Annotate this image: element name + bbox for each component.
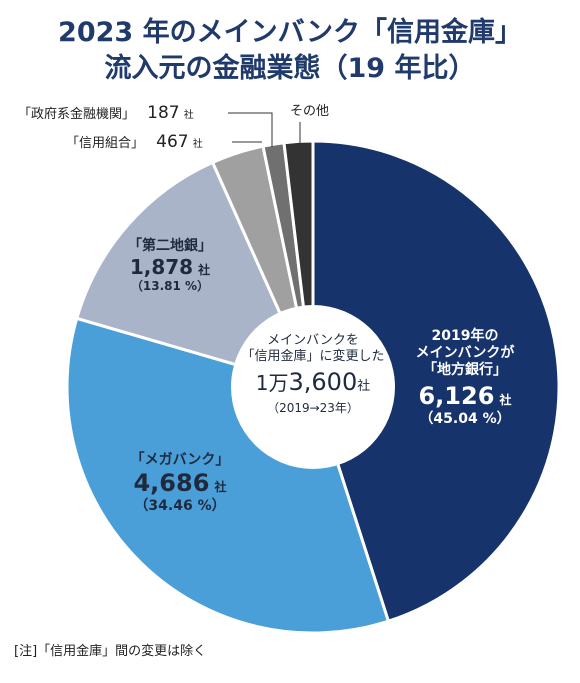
daini-pct: （13.81 %）: [130, 278, 210, 293]
chiho-name: 「地方銀行」: [423, 361, 507, 378]
shinkumi-name: 「信用組合」: [66, 136, 145, 151]
footnote: [注]「信用金庫」間の変更は除く: [14, 644, 207, 659]
other-name: その他: [290, 104, 330, 119]
pie-slice-0: [311, 139, 561, 624]
center-period: （2019→23年）: [267, 400, 359, 415]
center-total-value: 3,600: [288, 368, 358, 397]
mega-unit: 社: [214, 479, 227, 494]
slice-label-mega: 「メガバンク」 4,686 社 （34.46 %）: [110, 452, 250, 514]
center-circle: [231, 305, 395, 469]
slice-label-other: その他: [290, 104, 329, 120]
leader-line: [228, 112, 273, 147]
chiho-pct: （45.04 %）: [419, 411, 511, 428]
mega-name: 「メガバンク」: [130, 452, 230, 468]
mega-value-row: 4,686 社: [110, 469, 250, 498]
seifu-value: 187: [147, 103, 180, 123]
chart-title-line2: 流入元の金融業態（19 年比）: [104, 53, 476, 84]
chiho-value-row: 6,126 社: [400, 382, 530, 411]
center-line1: メインバンクを: [267, 333, 359, 348]
center-line2: 「信用金庫」に変更した: [241, 348, 385, 364]
slice-label-chiho: 2019年の メインバンクが 「地方銀行」 6,126 社 （45.04 %）: [400, 328, 530, 428]
daini-value: 1,878: [129, 254, 194, 279]
center-total-unit: 社: [357, 379, 371, 395]
slice-label-daini: 「第二地銀」 1,878 社 （13.81 %）: [110, 238, 230, 293]
seifu-unit: 社: [183, 110, 194, 121]
chiho-pre1: 2019年の: [431, 328, 499, 344]
shinkumi-value: 467: [156, 132, 189, 152]
chiho-unit: 社: [499, 393, 512, 408]
daini-name: 「第二地銀」: [128, 238, 212, 254]
seifu-name: 「政府系金融機関」: [18, 107, 136, 122]
mega-value: 4,686: [133, 468, 210, 497]
daini-value-row: 1,878 社: [110, 255, 230, 279]
chiho-value: 6,126: [418, 382, 495, 411]
shinkumi-unit: 社: [192, 139, 203, 150]
slice-label-shinkumi: 「信用組合」 467 社: [66, 132, 203, 152]
center-total-prefix: 1万: [255, 371, 289, 396]
center-label: メインバンクを 「信用金庫」に変更した 1万3,600社 （2019→23年）: [233, 333, 393, 415]
center-total: 1万3,600社: [233, 368, 393, 397]
chiho-pre2: メインバンクが: [415, 344, 515, 361]
mega-pct: （34.46 %）: [134, 497, 226, 514]
slice-label-seifu: 「政府系金融機関」 187 社: [18, 103, 194, 123]
chart-title-line1: 2023 年のメインバンク「信用金庫」: [58, 17, 522, 48]
daini-unit: 社: [198, 262, 211, 277]
